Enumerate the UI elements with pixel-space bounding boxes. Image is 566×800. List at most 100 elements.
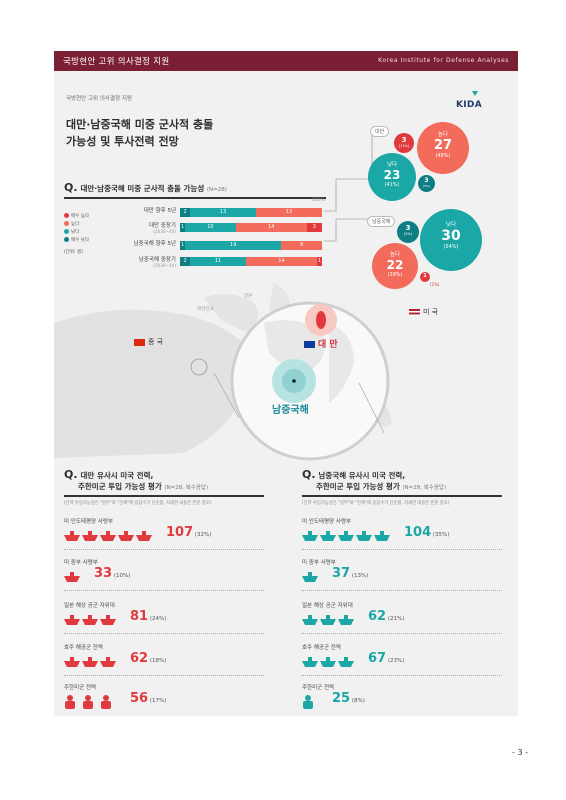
- ship-aircraft-icons: [64, 657, 116, 667]
- bar-segment: 3: [306, 223, 322, 232]
- country-us: 미 국: [409, 307, 438, 317]
- bar-label: 남중국해 중장기 (2030~40): [138, 257, 176, 268]
- bar-segment: 2: [180, 208, 191, 217]
- legend-very-low: 매우 낮다: [64, 237, 89, 245]
- map-label-japan: 일본: [244, 294, 253, 299]
- force-name: 호주 해공군 전력: [64, 645, 103, 651]
- force-value: 67 (23%): [368, 651, 405, 666]
- force-name: 주한미군 전력: [64, 685, 97, 691]
- force-row: 일본 해상 공군 자위대 81 (24%): [64, 601, 264, 634]
- question2-q: Q.: [64, 468, 78, 481]
- page-title: 대만·남중국해 미중 군사적 충돌 가능성 및 투사전력 전망: [66, 116, 213, 150]
- country-taiwan: 대 만: [304, 337, 338, 350]
- ship-aircraft-icons: [302, 572, 318, 582]
- bar-segment: 13: [256, 208, 322, 217]
- question2-title2: 주한미군 투입 가능성 평가: [78, 482, 162, 491]
- question2-rule: [64, 495, 264, 497]
- force-name: 미 중부 사령부: [302, 560, 336, 566]
- question1-rule: [64, 197, 326, 199]
- ship-aircraft-icons: [302, 657, 354, 667]
- force-value: 62 (18%): [130, 651, 167, 666]
- bar-segment: 2: [180, 257, 191, 266]
- taiwan-very-low-bubble: 3 (5%): [418, 175, 435, 192]
- force-row: 미 인도태평양 사령부 104 (35%): [302, 517, 502, 550]
- bar-row: 1 19 8: [180, 241, 322, 250]
- question2-n: (N=28, 복수응답): [164, 485, 209, 491]
- question2-title: Q. 대만 유사시 미국 전력, 주한미군 투입 가능성 평가 (N=28, 복수…: [64, 469, 208, 494]
- header-right-title: Korea Institute for Defense Analyses: [378, 57, 509, 64]
- kida-logo: KIDA: [456, 89, 486, 110]
- bar-segment: 13: [190, 208, 257, 217]
- question1-q: Q.: [64, 181, 78, 194]
- map-label-korea: 대한민국: [197, 307, 214, 312]
- force-row: 호주 해공군 전력 62 (18%): [64, 643, 264, 676]
- question3-title1: 남중국해 유사시 미국 전력,: [318, 471, 406, 480]
- title-line-1: 대만·남중국해 미중 군사적 충돌: [66, 118, 214, 131]
- question3-q: Q.: [302, 468, 316, 481]
- question1-n: (N=28): [206, 187, 227, 193]
- page-number: - 3 -: [512, 748, 528, 757]
- dotted-divider: [302, 675, 502, 676]
- question1-title: Q. 대만·남중국해 미중 군사적 충돌 가능성 (N=28): [64, 181, 227, 194]
- bar-row: 2 13 13: [180, 208, 322, 217]
- legend-unit: (단위: 명): [64, 250, 83, 255]
- bar-row: 1 10 14 3: [180, 223, 322, 232]
- force-name: 호주 해공군 전력: [302, 645, 341, 651]
- bar-segment: 1: [316, 257, 322, 266]
- header-left-title: 국방현안 고위 의사결정 지원: [63, 57, 170, 67]
- country-china: 중 국: [134, 337, 163, 347]
- legend-very-high: 매우 높다: [64, 213, 89, 221]
- bar-segment: 1: [180, 223, 186, 232]
- ship-aircraft-icons: [302, 615, 354, 625]
- force-value: 81 (24%): [130, 609, 167, 624]
- force-name: 미 인도태평양 사령부: [302, 519, 352, 525]
- force-value: 104 (35%): [404, 525, 450, 540]
- force-name: 미 인도태평양 사령부: [64, 519, 114, 525]
- map-label-scs: 남중국해: [272, 405, 309, 416]
- dotted-divider: [64, 549, 264, 550]
- dotted-divider: [64, 675, 264, 676]
- scs-low-bubble: 낮다 30 (54%): [420, 209, 482, 271]
- question3-n: (N=28, 복수응답): [402, 485, 447, 491]
- question3-rule: [302, 495, 502, 497]
- scs-bubble-tag: 남중국해: [367, 216, 396, 227]
- infographic-panel: 국방현안 고위 의사결정 지원 KIDA 대만·남중국해 미중 군사적 충돌 가…: [54, 71, 518, 716]
- force-value: 56 (17%): [130, 691, 167, 706]
- scs-very-low-bubble: 3 (5%): [397, 221, 419, 243]
- dotted-divider: [302, 549, 502, 550]
- ship-aircraft-icons: [64, 615, 116, 625]
- taiwan-bubble-tag: 대만: [370, 126, 390, 137]
- bar-segment: 1: [180, 241, 186, 250]
- force-row: 미 중부 사령부 33 (10%): [64, 558, 264, 591]
- force-row: 미 인도태평양 사령부 107 (32%): [64, 517, 264, 550]
- question1-text: 대만·남중국해 미중 군사적 충돌 가능성: [80, 184, 205, 193]
- legend-low: 낮다: [64, 229, 89, 237]
- force-value: 33 (10%): [94, 566, 131, 581]
- ship-aircraft-icons: [302, 531, 390, 541]
- title-line-2: 가능성 및 투사전력 전망: [66, 135, 179, 148]
- taiwan-low-bubble: 낮다 23 (41%): [368, 153, 416, 201]
- dotted-divider: [302, 590, 502, 591]
- question2-note: [전력 투입가능성은 "일부"와 "전체"에 응답수가 단순합, 자세한 내용은…: [64, 501, 212, 506]
- bar-segment: 11: [190, 257, 246, 266]
- chart-legend: 매우 높다 높다 낮다 매우 낮다 (단위: 명): [64, 213, 89, 257]
- force-row: 주한미군 전력 56 (17%): [64, 683, 264, 709]
- force-row: 주한미군 전력 25 (8%): [302, 683, 502, 709]
- taiwan-high-bubble: 높다 27 (48%): [417, 122, 469, 174]
- scs-very-high-pct: (2%): [430, 282, 440, 287]
- header-bar: 국방현안 고위 의사결정 지원 Korea Institute for Defe…: [54, 51, 518, 71]
- bar-segment: 14: [235, 223, 307, 232]
- force-name: 주한미군 전력: [302, 685, 335, 691]
- force-value: 62 (21%): [368, 609, 405, 624]
- bar-label: 대만 중장기 (2030~40): [148, 223, 176, 234]
- ship-aircraft-icons: [64, 572, 80, 582]
- question3-title2: 주한미군 투입 가능성 평가: [316, 482, 400, 491]
- bar-segment: 10: [185, 223, 236, 232]
- east-asia-map: [54, 283, 392, 461]
- force-name: 일본 해상 공군 자위대: [64, 603, 115, 609]
- force-row: 호주 해공군 전력 67 (23%): [302, 643, 502, 676]
- force-row: 미 중부 사령부 37 (13%): [302, 558, 502, 591]
- force-value: 37 (13%): [332, 566, 369, 581]
- question3-title: Q. 남중국해 유사시 미국 전력, 주한미군 투입 가능성 평가 (N=28, …: [302, 469, 446, 494]
- force-name: 일본 해상 공군 자위대: [302, 603, 353, 609]
